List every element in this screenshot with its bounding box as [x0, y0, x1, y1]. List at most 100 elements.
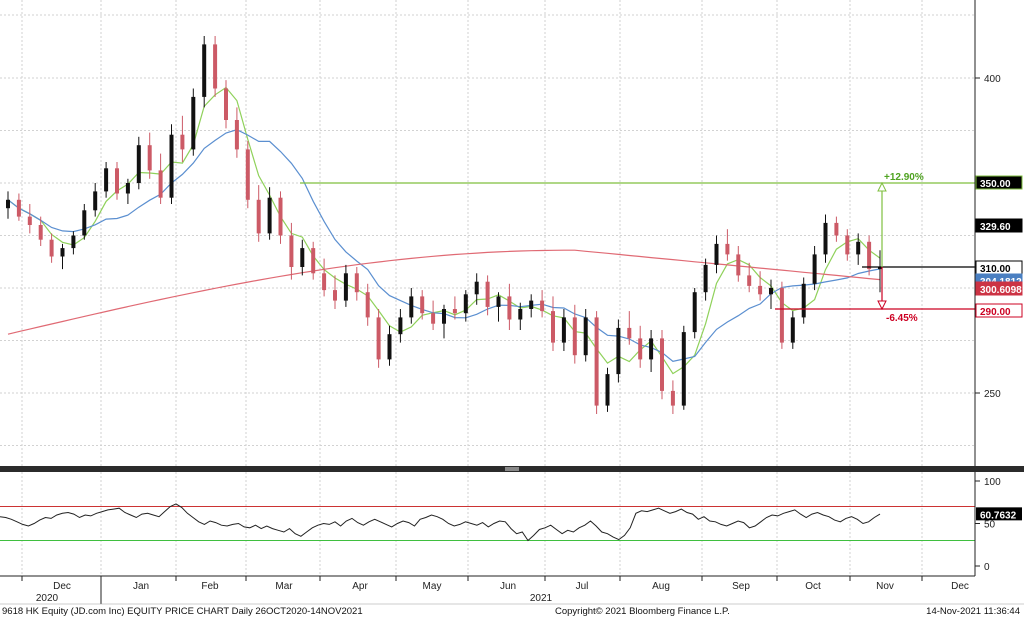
candle-up — [649, 338, 654, 360]
time-tick-label: Jul — [576, 581, 589, 592]
candle-up — [474, 281, 479, 295]
candle-down — [638, 338, 643, 360]
footer-copyright: Copyright© 2021 Bloomberg Finance L.P. — [555, 606, 730, 617]
candle-down — [660, 338, 664, 391]
price-axis-ticks: 400 250 — [975, 74, 1001, 400]
price-tag-box — [975, 303, 1023, 318]
candle-up — [823, 222, 828, 255]
candle-up — [82, 210, 87, 236]
rsi-tick-label: 100 — [984, 477, 1001, 488]
rsi-axis-ticks: 100 50 0 60.7632 — [975, 477, 1022, 573]
candle-up — [518, 309, 523, 320]
candle-down — [278, 197, 283, 236]
time-tick-label: Oct — [805, 581, 821, 592]
candle-down — [507, 296, 512, 320]
time-tick-label: May — [423, 581, 442, 592]
candle-up — [812, 254, 817, 284]
year-label: 2021 — [530, 593, 553, 604]
candle-down — [376, 317, 381, 360]
rsi-tick-label: 50 — [984, 520, 996, 531]
rsi-tick-label: 0 — [984, 562, 990, 573]
candle-down — [834, 222, 839, 236]
rsi-lines — [0, 503, 881, 542]
time-tick-label: Jun — [500, 581, 516, 592]
candle-up — [6, 199, 10, 209]
candle-up — [191, 96, 196, 150]
candle-up — [169, 134, 174, 198]
panel-resize-handle[interactable] — [505, 467, 519, 471]
candle-down — [245, 149, 250, 200]
candle-down — [670, 390, 675, 406]
candle-up — [125, 183, 130, 194]
price-panel: +12.90% -6.45% 400 250 350.00 329.60 310.00 3… — [0, 0, 1023, 466]
rsi-line — [0, 503, 881, 542]
time-axis-ticks: Dec Jan Feb Mar Apr May Jun Jul Aug Sep Oct Nov Dec2… — [21, 576, 969, 604]
candle-down — [213, 44, 218, 89]
candle-down — [747, 275, 752, 286]
candle-up — [93, 191, 98, 211]
candle-down — [572, 317, 577, 356]
candle-down — [354, 273, 359, 293]
candle-down — [224, 88, 228, 120]
candlesticks — [6, 36, 882, 414]
candle-down — [16, 199, 21, 217]
long-moving-average — [7, 249, 881, 335]
downside-percent-label: -6.45% — [886, 313, 918, 324]
price-tick-label: 250 — [984, 389, 1001, 400]
footer-title: 9618 HK Equity (JD.com Inc) EQUITY PRICE… — [2, 606, 363, 617]
candle-down — [540, 300, 545, 312]
price-tag-label: 300.6098 — [980, 285, 1022, 296]
candle-up — [496, 296, 501, 307]
candle-up — [409, 296, 414, 318]
candle-up — [104, 168, 109, 192]
candle-up — [343, 273, 348, 301]
candle-down — [485, 281, 490, 307]
candle-up — [616, 327, 621, 375]
price-tick-label: 400 — [984, 74, 1001, 85]
candle-down — [551, 311, 555, 343]
candle-up — [769, 288, 773, 295]
candle-down — [867, 241, 872, 270]
upside-arrow-head — [877, 181, 887, 192]
rsi-value-label: 60.7632 — [980, 510, 1017, 521]
price-tag-label: 310.00 — [980, 264, 1011, 275]
price-tag-label: 350.00 — [980, 179, 1011, 190]
candle-up — [71, 235, 76, 249]
candle-down — [311, 248, 316, 274]
candle-down — [180, 134, 185, 150]
candle-down — [431, 313, 436, 324]
candle-up — [442, 309, 446, 324]
rsi-grid — [0, 472, 975, 576]
candle-up — [387, 334, 392, 360]
time-tick-label: Mar — [275, 581, 293, 592]
price-grid — [0, 0, 975, 466]
price-tag-box — [975, 281, 1023, 296]
candle-down — [27, 216, 32, 225]
candle-up — [856, 241, 861, 255]
candle-down — [158, 170, 163, 198]
time-tick-label: Nov — [876, 581, 894, 592]
candle-up — [878, 267, 882, 270]
candle-up — [801, 283, 806, 318]
candle-down — [736, 254, 741, 276]
candle-down — [758, 285, 763, 295]
candle-down — [365, 292, 370, 318]
candle-up — [267, 197, 272, 234]
rsi-panel: 100 50 0 60.7632 — [0, 472, 1022, 576]
candle-down — [115, 168, 119, 194]
time-tick-label: Feb — [201, 581, 219, 592]
candle-up — [202, 44, 207, 97]
candle-down — [845, 235, 850, 255]
candle-down — [147, 145, 152, 171]
candle-down — [49, 239, 54, 257]
candle-down — [779, 288, 784, 343]
candle-down — [333, 290, 337, 301]
candle-down — [234, 120, 239, 150]
candle-up — [692, 292, 697, 333]
candle-up — [703, 264, 708, 293]
price-tag-label: 329.60 — [980, 222, 1011, 233]
candle-up — [529, 300, 534, 309]
candle-up — [714, 243, 719, 265]
